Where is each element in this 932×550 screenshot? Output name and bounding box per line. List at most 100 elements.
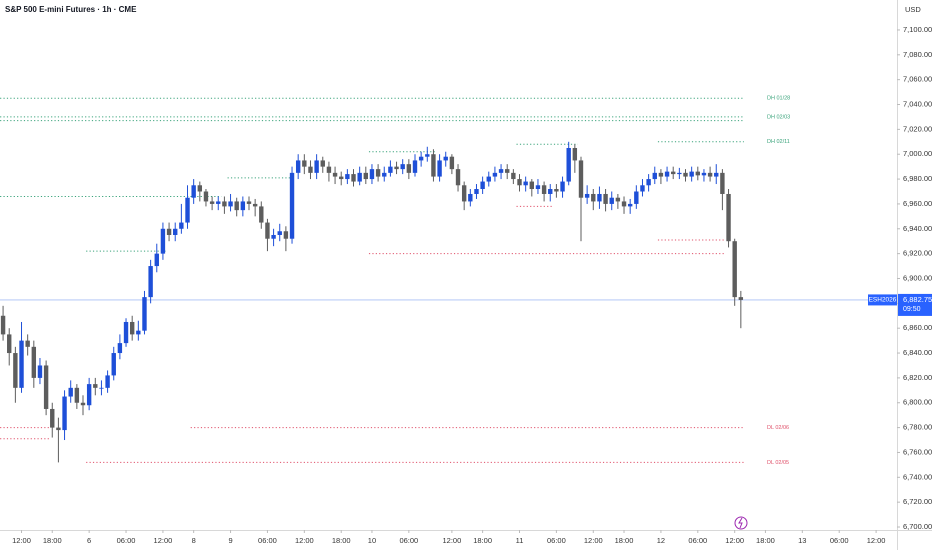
price-tag: [898, 293, 932, 316]
candle-body: [511, 172, 516, 180]
x-tick-label: 12:00: [725, 536, 744, 545]
currency: USD: [905, 5, 921, 14]
candle-body: [43, 365, 49, 409]
x-tick-label: 12:00: [584, 536, 603, 545]
candle-body: [277, 231, 282, 235]
y-tick-label: 6,740.00: [903, 472, 932, 481]
candle-body: [295, 160, 301, 173]
candle-body: [136, 330, 141, 335]
candle-body: [99, 387, 104, 389]
x-tick-label: 8: [192, 536, 196, 545]
candle-body: [572, 148, 578, 161]
candle-body: [203, 191, 209, 202]
candle-body: [615, 197, 621, 202]
x-tick-label: 06:00: [117, 536, 136, 545]
candle-body: [443, 156, 448, 161]
candle-body: [627, 203, 633, 207]
candle-body: [234, 201, 239, 211]
x-tick-label: 12:00: [295, 536, 314, 545]
candle-body: [173, 228, 178, 235]
candle-body: [209, 201, 215, 204]
candle-body: [554, 189, 559, 192]
candle-body: [363, 172, 369, 180]
candle-body: [658, 172, 664, 177]
candle-body: [351, 174, 356, 182]
x-tick-label: 18:00: [756, 536, 775, 545]
y-tick-label: 6,720.00: [903, 497, 932, 506]
symbol-tag: [868, 294, 897, 306]
y-tick-label: 6,920.00: [903, 249, 932, 258]
x-tick-label: 18:00: [473, 536, 492, 545]
y-tick-label: 6,700.00: [903, 522, 932, 531]
candle-body: [529, 181, 535, 190]
candle-body: [105, 375, 110, 388]
x-tick-label: 11: [516, 536, 524, 545]
x-tick-label: 06:00: [688, 536, 707, 545]
candle-body: [468, 193, 473, 202]
candle-body: [591, 193, 596, 202]
candle-body: [142, 297, 147, 331]
candle-body: [62, 396, 67, 431]
candle-body: [474, 189, 479, 194]
candle-body: [56, 427, 61, 431]
candle-body: [505, 169, 510, 173]
candle-body: [154, 253, 159, 267]
candle-body: [707, 172, 713, 177]
candle-body: [695, 171, 701, 176]
candle-body: [634, 191, 639, 204]
y-tick-label: 7,080.00: [903, 50, 932, 59]
y-tick-label: 7,020.00: [903, 124, 932, 133]
level-label: DH 02/03: [767, 114, 790, 120]
candle-body: [166, 228, 172, 235]
candle-body: [720, 172, 725, 194]
candle-body: [123, 321, 129, 344]
candle-body: [671, 171, 676, 175]
candle-body: [179, 222, 184, 229]
y-tick-label: 7,000.00: [903, 149, 932, 158]
y-tick-label: 6,980.00: [903, 174, 932, 183]
candle-body: [197, 185, 203, 192]
candle-body: [431, 154, 436, 177]
candle-body: [652, 172, 657, 180]
candle-body: [738, 297, 744, 300]
y-tick-label: 6,760.00: [903, 447, 932, 456]
candle-body: [492, 172, 498, 177]
x-tick-label: 06:00: [547, 536, 566, 545]
candle-body: [320, 160, 325, 167]
candle-body: [701, 172, 707, 176]
x-tick-label: 18:00: [615, 536, 634, 545]
candle-body: [646, 179, 651, 186]
candle-body: [326, 166, 332, 173]
candle-body: [412, 160, 418, 173]
candle-body: [578, 160, 584, 198]
candle-body: [19, 340, 24, 388]
price-tag-label: 6,882.75: [903, 295, 932, 304]
y-tick-label: 7,040.00: [903, 99, 932, 108]
candle-body: [597, 193, 602, 202]
level-label: DL 02/05: [767, 460, 789, 466]
y-tick-label: 6,800.00: [903, 398, 932, 407]
y-tick-label: 6,820.00: [903, 373, 932, 382]
chart-title: S&P 500 E-mini Futures · 1h · CME: [5, 5, 137, 14]
candle-body: [498, 169, 504, 173]
candle-body: [400, 164, 405, 170]
candle-body: [621, 201, 627, 207]
countdown-label: 09:50: [903, 306, 921, 313]
candle-body: [252, 203, 258, 207]
candle-body: [382, 172, 387, 177]
y-tick-label: 6,960.00: [903, 199, 932, 208]
candle-body: [185, 197, 190, 223]
candle-body: [271, 234, 276, 239]
candle-body: [117, 343, 123, 354]
alert-icon[interactable]: [734, 516, 748, 530]
x-tick-label: 18:00: [43, 536, 62, 545]
candle-body: [289, 172, 295, 239]
candle-body: [603, 193, 608, 204]
candle-body: [216, 201, 221, 204]
candle-body: [191, 185, 196, 198]
candle-body: [535, 185, 541, 190]
candle-body: [93, 384, 98, 388]
y-tick-label: 6,780.00: [903, 423, 932, 432]
